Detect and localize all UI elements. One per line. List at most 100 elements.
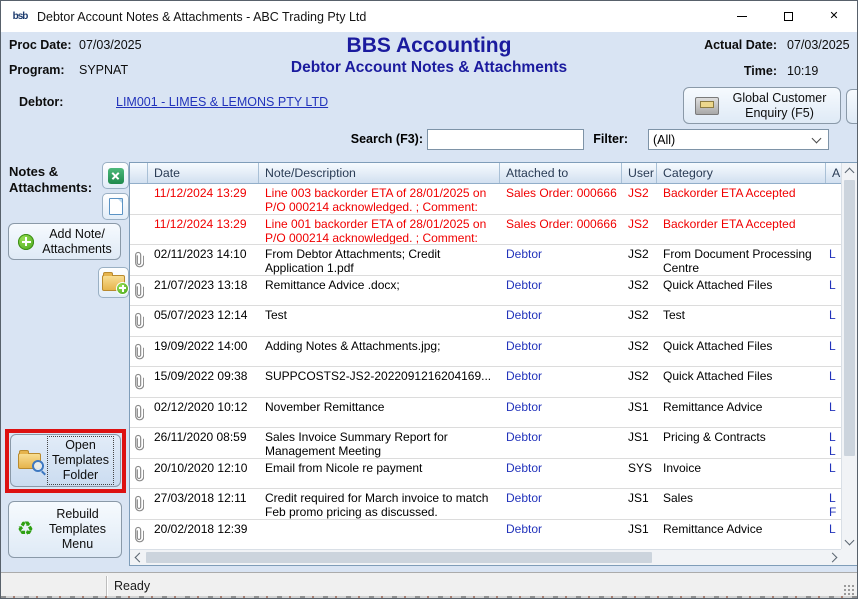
time-label: Time:	[743, 64, 777, 78]
status-text: Ready	[114, 579, 151, 593]
edge-button-fragment[interactable]	[846, 89, 857, 124]
vertical-scrollbar[interactable]	[841, 163, 857, 549]
date-cell: 11/12/2024 13:29	[154, 216, 247, 231]
truncated-link-cell: L	[829, 460, 836, 475]
close-button[interactable]: ✕	[811, 1, 857, 32]
category-cell: Quick Attached Files	[663, 369, 773, 383]
scroll-left-arrow[interactable]	[130, 550, 145, 565]
column-header-category[interactable]: Category	[657, 163, 826, 183]
filter-dropdown[interactable]: (All)	[648, 129, 829, 150]
minimize-icon	[737, 16, 747, 17]
rebuild-templates-menu-button[interactable]: ♻ Rebuild Templates Menu	[8, 501, 122, 558]
table-row[interactable]: 05/07/2023 12:14 Test Debtor JS2 Test L	[130, 306, 841, 337]
new-note-button[interactable]	[102, 193, 129, 220]
column-header-user[interactable]: User	[622, 163, 657, 183]
attached-to-cell[interactable]: Debtor	[506, 491, 543, 505]
attach-from-folder-button[interactable]	[98, 267, 129, 298]
date-cell: 05/07/2023 12:14	[154, 308, 248, 322]
category-cell: Backorder ETA Accepted	[663, 186, 796, 200]
card-cabinet-icon	[695, 96, 719, 115]
attached-to-cell[interactable]: Debtor	[506, 369, 543, 383]
date-cell: 26/11/2020 08:59	[154, 430, 247, 444]
scroll-right-arrow[interactable]	[826, 550, 841, 565]
attached-to-cell: Sales Order: 000666	[506, 186, 617, 200]
category-cell: Pricing & Contracts	[663, 430, 766, 444]
paperclip-icon	[130, 459, 148, 489]
scroll-down-arrow[interactable]	[842, 534, 857, 549]
user-cell: JS1	[628, 399, 649, 414]
proc-date-value: 07/03/2025	[79, 38, 142, 52]
search-input[interactable]	[427, 129, 584, 150]
table-header-row: Date Note/Description Attached to User C…	[130, 163, 841, 184]
column-header-attached-to[interactable]: Attached to	[500, 163, 622, 183]
table-row[interactable]: 21/07/2023 13:18 Remittance Advice .docx;…	[130, 276, 841, 306]
note-description-cell: Sales Invoice Summary Report for Managem…	[265, 430, 448, 458]
export-excel-button[interactable]	[102, 162, 129, 189]
program-label: Program:	[9, 63, 65, 77]
column-header-attachment[interactable]	[130, 163, 148, 183]
date-cell: 11/12/2024 13:29	[154, 186, 247, 200]
category-cell: Test	[663, 308, 686, 322]
attached-to-cell[interactable]: Debtor	[506, 430, 543, 444]
column-header-truncated[interactable]: A	[832, 166, 841, 180]
table-row[interactable]: 20/10/2020 12:10 Email from Nicole re pay…	[130, 459, 841, 489]
attached-to-cell[interactable]: Debtor	[506, 399, 543, 414]
paperclip-icon	[130, 306, 148, 336]
column-header-note-description[interactable]: Note/Description	[259, 163, 500, 183]
category-cell: Quick Attached Files	[663, 338, 773, 353]
table-row[interactable]: 19/09/2022 14:00 Adding Notes & Attachmen…	[130, 337, 841, 367]
resize-grip[interactable]	[842, 583, 854, 595]
open-templates-button-label: Open Templates Folder	[41, 436, 120, 485]
scroll-up-arrow[interactable]	[842, 163, 857, 178]
minimize-button[interactable]	[719, 1, 765, 32]
category-cell: Invoice	[663, 460, 702, 475]
attached-to-cell[interactable]: Debtor	[506, 460, 543, 475]
paperclip-icon	[130, 428, 148, 458]
notes-attachments-table: Date Note/Description Attached to User C…	[129, 162, 857, 566]
truncated-link-cell: L	[829, 338, 836, 353]
status-bar-divider	[106, 576, 108, 596]
attached-to-cell[interactable]: Debtor	[506, 308, 543, 322]
attached-to-cell[interactable]: Debtor	[506, 338, 543, 353]
table-row[interactable]: 02/12/2020 10:12 November Remittance Debto…	[130, 398, 841, 428]
user-cell: JS2	[628, 369, 649, 383]
column-header-date[interactable]: Date	[148, 163, 259, 183]
filter-selected-value: (All)	[653, 132, 676, 147]
global-customer-enquiry-button[interactable]: Global Customer Enquiry (F5)	[683, 87, 841, 124]
table-row[interactable]: 27/03/2018 12:11 Credit required for Marc…	[130, 489, 841, 520]
date-cell: 15/09/2022 09:38	[154, 369, 248, 383]
maximize-button[interactable]	[765, 1, 811, 32]
notes-attachments-label-line1: Notes &	[9, 164, 59, 179]
vertical-scroll-thumb[interactable]	[844, 180, 855, 456]
table-row[interactable]: 20/02/2018 12:39 Debtor JS1 Remittance Advi…	[130, 520, 841, 550]
filter-label: Filter:	[593, 132, 628, 146]
table-row[interactable]: 11/12/2024 13:29 Line 001 backorder ETA o…	[130, 215, 841, 245]
attached-to-cell[interactable]: Debtor	[506, 277, 543, 292]
table-row[interactable]: 02/11/2023 14:10 From Debtor Attachments;…	[130, 245, 841, 276]
truncated-link-cell: L	[829, 521, 836, 536]
user-cell: JS2	[628, 216, 649, 231]
debtor-account-link[interactable]: LIM001 - LIMES & LEMONS PTY LTD	[116, 95, 329, 109]
table-row[interactable]: 26/11/2020 08:59 Sales Invoice Summary Re…	[130, 428, 841, 459]
folder-add-icon	[102, 271, 129, 295]
cropped-content-sliver	[1, 596, 857, 598]
note-description-cell: Line 001 backorder ETA of 28/01/2025 on …	[265, 216, 487, 244]
table-row[interactable]: 11/12/2024 13:29 Line 003 backorder ETA o…	[130, 184, 841, 215]
horizontal-scrollbar[interactable]	[130, 549, 841, 565]
horizontal-scroll-thumb[interactable]	[146, 552, 652, 563]
actual-date-label: Actual Date:	[704, 38, 777, 52]
date-cell: 20/02/2018 12:39	[154, 521, 248, 536]
add-note-attachments-button[interactable]: Add Note/Attachments	[8, 223, 121, 260]
truncated-link-cell: L	[829, 308, 836, 322]
table-row[interactable]: 15/09/2022 09:38 SUPPCOSTS2-JS2-202209121…	[130, 367, 841, 398]
category-cell: Remittance Advice	[663, 399, 763, 414]
attached-to-cell[interactable]: Debtor	[506, 247, 543, 261]
truncated-link-cell: L	[829, 247, 836, 261]
paperclip-icon	[130, 367, 148, 397]
user-cell: JS2	[628, 186, 649, 200]
paperclip-icon	[130, 276, 148, 306]
attached-to-cell[interactable]: Debtor	[506, 521, 543, 536]
open-templates-folder-button[interactable]: Open Templates Folder	[10, 434, 121, 487]
